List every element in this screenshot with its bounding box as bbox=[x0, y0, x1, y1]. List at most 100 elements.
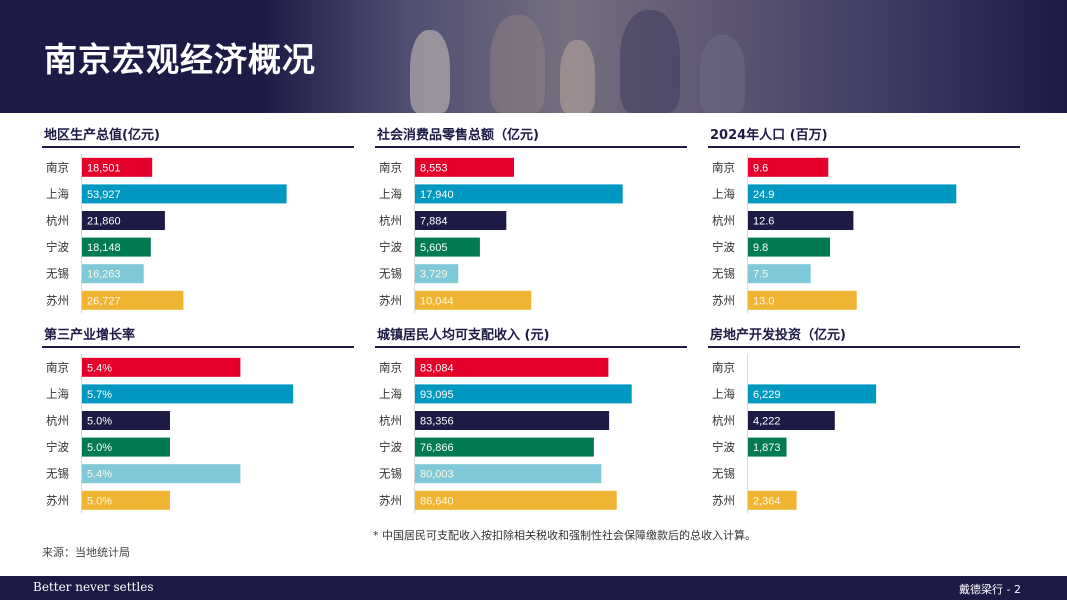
chart-title: 第三产业增长率 bbox=[42, 326, 354, 348]
data-label: 7,884 bbox=[420, 216, 448, 228]
bar bbox=[415, 437, 594, 457]
category-label: 上海 bbox=[379, 187, 402, 201]
data-label: 8,553 bbox=[420, 162, 448, 174]
chart-plot: 南京 9.6 上海 24.9 杭州 12.6 宁波 9.8 无锡 7.5 苏州 13.0 bbox=[712, 154, 957, 314]
category-label: 上海 bbox=[46, 187, 69, 201]
category-label: 宁波 bbox=[379, 240, 402, 254]
bar bbox=[748, 264, 811, 284]
data-label: 76,866 bbox=[420, 442, 454, 454]
bar-chart-population: 南京 9.6 上海 24.9 杭州 12.6 宁波 9.8 无锡 7.5 苏州 13.0 bbox=[708, 154, 1020, 316]
data-label: 16,263 bbox=[87, 269, 121, 281]
data-label: 5.0% bbox=[87, 442, 112, 454]
street-photo bbox=[260, 0, 1067, 113]
chart-panel-real-estate-investment: 房地产开发投资（亿元) 南京 上海 6,229 杭州 4,222 宁波 1,873 无锡 苏州 2… bbox=[708, 326, 1020, 516]
bar-chart-disposable-income: 南京 83,084 上海 93,095 杭州 83,356 宁波 76,866 无锡 80,003… bbox=[375, 354, 687, 516]
footer-bar: Better never settles 戴德梁行 - 2 bbox=[0, 576, 1067, 600]
bar bbox=[82, 237, 151, 257]
category-label: 宁波 bbox=[712, 440, 735, 454]
source-note: 来源：当地统计局 bbox=[42, 546, 130, 559]
data-label: 12.6 bbox=[753, 216, 774, 228]
category-label: 宁波 bbox=[46, 240, 69, 254]
bar-chart-tertiary-growth: 南京 5.4% 上海 5.7% 杭州 5.0% 宁波 5.0% 无锡 5.4% 苏州 5.0% bbox=[42, 354, 354, 516]
data-label: 18,148 bbox=[87, 242, 121, 254]
data-label: 9.6 bbox=[753, 162, 768, 174]
bar bbox=[82, 357, 241, 377]
bar bbox=[415, 290, 532, 310]
chart-panel-tertiary-growth: 第三产业增长率 南京 5.4% 上海 5.7% 杭州 5.0% 宁波 5.0% 无锡 5.4% 苏州… bbox=[42, 326, 354, 516]
category-label: 南京 bbox=[712, 160, 735, 174]
data-label: 24.9 bbox=[753, 189, 774, 201]
chart-plot: 南京 8,553 上海 17,940 杭州 7,884 宁波 5,605 无锡 3,729 苏州 10… bbox=[379, 154, 623, 314]
chart-title: 地区生产总值(亿元) bbox=[42, 126, 354, 148]
bar bbox=[415, 237, 480, 257]
data-label: 5.7% bbox=[87, 389, 112, 401]
data-label: 9.8 bbox=[753, 242, 768, 254]
bar bbox=[748, 157, 829, 177]
bar bbox=[748, 211, 854, 230]
data-label: 4,222 bbox=[753, 416, 781, 428]
data-label: 26,727 bbox=[87, 295, 121, 307]
bar bbox=[82, 157, 153, 177]
category-label: 苏州 bbox=[379, 293, 402, 307]
data-label: 5.4% bbox=[87, 469, 112, 481]
category-label: 杭州 bbox=[712, 214, 735, 228]
data-label: 2,364 bbox=[753, 495, 781, 507]
category-label: 宁波 bbox=[379, 440, 402, 454]
chart-title: 社会消费品零售总额（亿元) bbox=[375, 126, 687, 148]
category-label: 无锡 bbox=[712, 267, 735, 281]
category-label: 无锡 bbox=[46, 267, 69, 281]
chart-panel-population: 2024年人口 (百万) 南京 9.6 上海 24.9 杭州 12.6 宁波 9.8 无锡 7.5… bbox=[708, 126, 1020, 316]
category-label: 苏州 bbox=[379, 493, 402, 507]
chart-title: 城镇居民人均可支配收入 (元) bbox=[375, 326, 687, 348]
category-label: 上海 bbox=[712, 387, 735, 401]
bar bbox=[748, 184, 957, 204]
category-label: 杭州 bbox=[379, 214, 402, 228]
bar bbox=[82, 490, 170, 510]
data-label: 21,860 bbox=[87, 216, 121, 228]
category-label: 苏州 bbox=[712, 293, 735, 307]
chart-title: 房地产开发投资（亿元) bbox=[708, 326, 1020, 348]
category-label: 杭州 bbox=[379, 414, 402, 428]
bar bbox=[415, 411, 610, 430]
data-label: 83,084 bbox=[420, 362, 454, 374]
bar bbox=[415, 157, 514, 177]
page-title: 南京宏观经济概况 bbox=[44, 40, 316, 79]
data-label: 83,356 bbox=[420, 416, 454, 428]
category-label: 杭州 bbox=[46, 414, 69, 428]
bar bbox=[748, 411, 835, 430]
category-label: 上海 bbox=[379, 387, 402, 401]
category-label: 杭州 bbox=[712, 414, 735, 428]
category-label: 无锡 bbox=[379, 267, 402, 281]
category-label: 宁波 bbox=[46, 440, 69, 454]
bar bbox=[415, 490, 617, 510]
data-label: 86,640 bbox=[420, 495, 454, 507]
bar bbox=[415, 384, 632, 404]
category-label: 杭州 bbox=[46, 214, 69, 228]
bar bbox=[82, 411, 170, 430]
data-label: 53,927 bbox=[87, 189, 121, 201]
category-label: 苏州 bbox=[46, 293, 69, 307]
chart-panel-gdp: 地区生产总值(亿元) 南京 18,501 上海 53,927 杭州 21,860 宁波 18,… bbox=[42, 126, 354, 316]
footnote: * 中国居民可支配收入按扣除相关税收和强制性社会保障缴款后的总收入计算。 bbox=[373, 529, 756, 542]
data-label: 1,873 bbox=[753, 442, 781, 454]
category-label: 无锡 bbox=[46, 467, 69, 481]
category-label: 苏州 bbox=[712, 493, 735, 507]
bar bbox=[415, 357, 609, 377]
bar bbox=[748, 237, 830, 257]
footer-tagline: Better never settles bbox=[33, 580, 154, 594]
data-label: 7.5 bbox=[753, 269, 768, 281]
category-label: 上海 bbox=[46, 387, 69, 401]
footer-page-number: 戴德梁行 - 2 bbox=[959, 583, 1021, 596]
bar bbox=[415, 264, 459, 284]
bar bbox=[82, 464, 241, 484]
data-label: 6,229 bbox=[753, 389, 781, 401]
category-label: 上海 bbox=[712, 187, 735, 201]
bar bbox=[82, 184, 287, 204]
bar-chart-gdp: 南京 18,501 上海 53,927 杭州 21,860 宁波 18,148 无锡 16,263… bbox=[42, 154, 354, 316]
bar bbox=[82, 264, 144, 284]
chart-title: 2024年人口 (百万) bbox=[708, 126, 1020, 148]
data-label: 13.0 bbox=[753, 295, 774, 307]
bar bbox=[748, 290, 857, 310]
data-label: 5.4% bbox=[87, 362, 112, 374]
